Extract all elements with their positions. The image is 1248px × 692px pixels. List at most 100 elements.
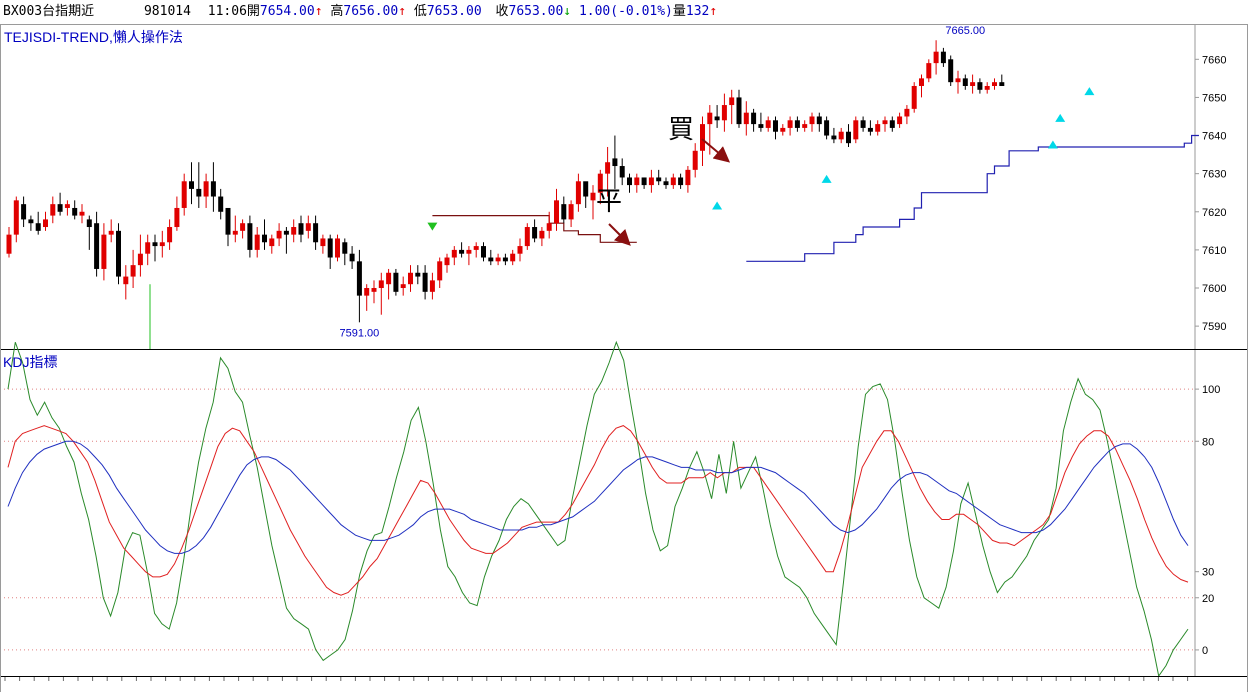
buy-signal-icon [1055,113,1066,122]
candle [466,246,472,266]
candle-body [721,105,727,121]
candle-body [159,242,165,247]
candle [809,112,815,132]
candle-body [422,272,428,292]
low-value: 7653.00 [426,4,482,19]
candle-body [342,242,348,254]
kdj-gridline-group [0,388,1195,651]
candle [371,280,377,304]
trend-line-layer [746,134,1199,262]
candle [174,196,180,231]
candle-body [714,116,720,121]
candle [167,219,173,250]
candle-body [415,272,421,277]
candle-body [751,112,757,125]
candle [269,234,275,254]
candle-body [729,97,735,106]
candle [992,78,997,90]
candle [532,219,538,243]
candle-body [663,181,669,186]
candle [342,238,348,266]
candle [422,265,428,300]
kdj-series-layer [7,340,1189,678]
candle [612,135,618,189]
candle [313,215,319,250]
candle-body [948,59,954,83]
candle-body [349,253,355,262]
candle [43,211,48,231]
price-chart-title: TEJISDI-TREND,懶人操作法 [4,29,183,45]
price-tick-label: 7650 [1202,92,1226,104]
candle [276,223,282,247]
quote-date: 981014 [143,4,191,19]
candle [568,200,574,228]
candle [897,112,903,128]
open-up-arrow-icon: ↑ [314,4,323,19]
price-tick-group: 7660 7650 7640 7630 7620 7610 7600 7590 [1195,54,1226,333]
candle [444,253,450,273]
candle [378,272,384,315]
candlestick-layer [6,40,1005,323]
high-up-arrow-icon: ↑ [398,4,407,19]
candle [305,215,311,239]
candle [605,146,611,197]
candle-body [174,207,180,228]
candle [335,234,340,262]
candle-body [765,120,771,128]
candle-body [283,230,289,235]
candle [933,40,939,75]
candle [349,246,355,269]
candle [137,234,143,277]
candle-body [546,223,552,231]
candle-body [94,223,100,269]
candle [28,215,34,231]
candle [794,116,800,132]
candle-body [466,249,472,254]
price-tick-label: 7620 [1202,207,1226,219]
candle-body [43,219,48,228]
price-tick-label: 7600 [1202,283,1226,295]
price-tick-label: 7630 [1202,169,1226,181]
candle [283,227,289,254]
candle [502,253,508,266]
candle [225,207,231,247]
candle [692,143,698,178]
candle [145,234,151,266]
candle-body [400,284,406,289]
candle-body [305,223,311,231]
candle-body [583,181,589,197]
candle-body [561,204,567,220]
candle-body [889,120,895,128]
volume-up-arrow-icon: ↑ [709,4,718,19]
candle-body [495,257,501,262]
candle-body [634,177,640,186]
candle [473,242,479,258]
candle-body [831,135,837,140]
low-price-label: 7591.00 [340,327,380,339]
candle-body [977,82,983,90]
candle [254,227,260,258]
close-down-arrow-icon: ↓ [563,4,572,19]
candle [364,284,370,311]
volume-label: 量 [672,4,686,19]
candle [408,265,413,292]
candle [685,166,691,193]
candle-body [145,242,151,254]
candle-body [897,116,903,125]
candle-body [641,177,647,186]
candle [400,276,406,296]
candle-body [955,78,961,83]
candle-body [860,120,866,128]
candle [291,219,297,243]
candle-body [992,82,997,86]
candle [904,105,910,125]
candle [743,101,749,136]
candle-body [940,51,946,64]
candle [970,74,976,94]
candle [590,185,596,220]
candle [962,74,968,90]
candle [481,242,486,262]
candle-body [254,234,260,250]
symbol-name[interactable]: BX003台指期近 [3,4,95,19]
